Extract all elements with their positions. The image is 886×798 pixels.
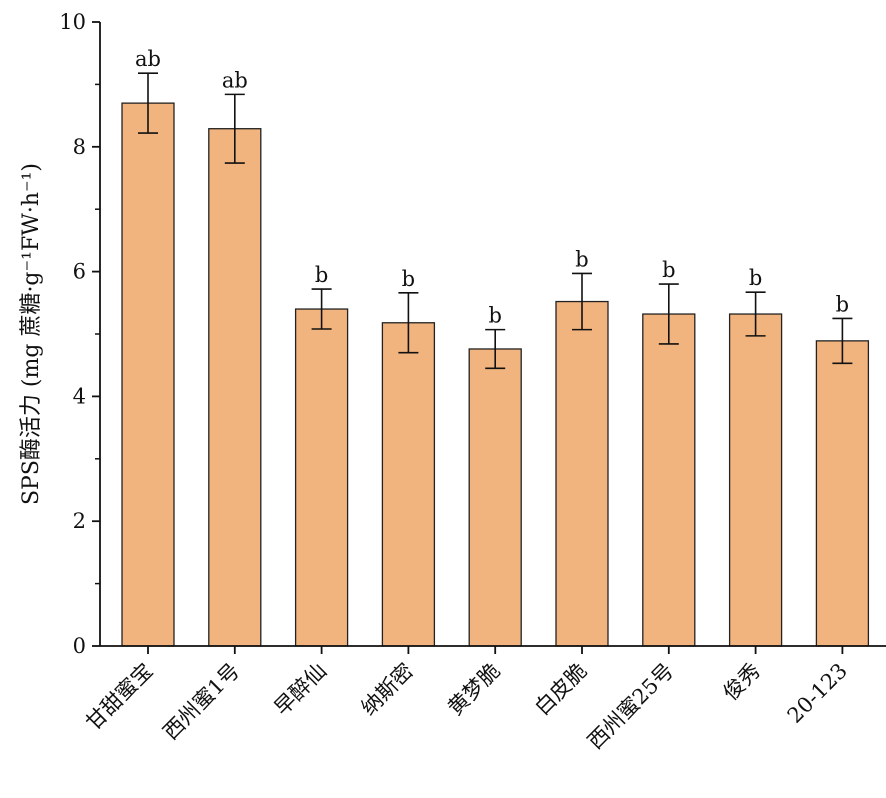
- y-tick-label: 8: [73, 135, 86, 159]
- x-tick-label: 甘甜蜜宝: [81, 659, 157, 735]
- bar: [121, 102, 175, 647]
- x-tick-label: 西州蜜25号: [583, 659, 678, 754]
- bar: [468, 348, 522, 647]
- y-tick-label: 2: [73, 509, 86, 533]
- bar: [381, 322, 436, 647]
- y-tick-label: 10: [59, 10, 86, 34]
- y-tick-label: 6: [73, 260, 86, 284]
- bar: [555, 300, 609, 647]
- significance-label: b: [836, 292, 849, 316]
- y-ticks-layer: 0 2 4 6 8 10: [59, 10, 100, 658]
- y-tick-label: 4: [73, 384, 86, 408]
- bar: [815, 340, 870, 647]
- y-tick-label: 0: [73, 634, 86, 658]
- significance-label: b: [749, 266, 762, 290]
- x-tick-label: 西州蜜1号: [159, 659, 245, 745]
- bar: [728, 313, 783, 647]
- x-tick-label: 黄梦脆: [443, 659, 505, 721]
- significance-label: b: [315, 263, 328, 287]
- x-tick-label: 20-123: [783, 659, 852, 728]
- bar: [208, 128, 262, 647]
- x-tick-label: 俊秀: [718, 659, 765, 706]
- bars-layer: ab ab b b b b b b b: [121, 47, 870, 647]
- bar: [294, 308, 349, 647]
- significance-label: ab: [135, 47, 161, 71]
- significance-label: b: [575, 247, 588, 271]
- significance-label: b: [662, 258, 675, 282]
- x-tick-label: 纳斯密: [356, 659, 418, 721]
- x-tick-label: 早醉仙: [270, 659, 332, 721]
- significance-label: b: [402, 267, 415, 291]
- bar: [642, 313, 696, 647]
- significance-label: b: [488, 304, 501, 328]
- significance-label: ab: [222, 68, 248, 92]
- x-tick-label: 白皮脆: [530, 659, 592, 721]
- y-axis-label: SPS酶活力 (mg 蔗糖·g⁻¹FW·h⁻¹): [19, 163, 44, 505]
